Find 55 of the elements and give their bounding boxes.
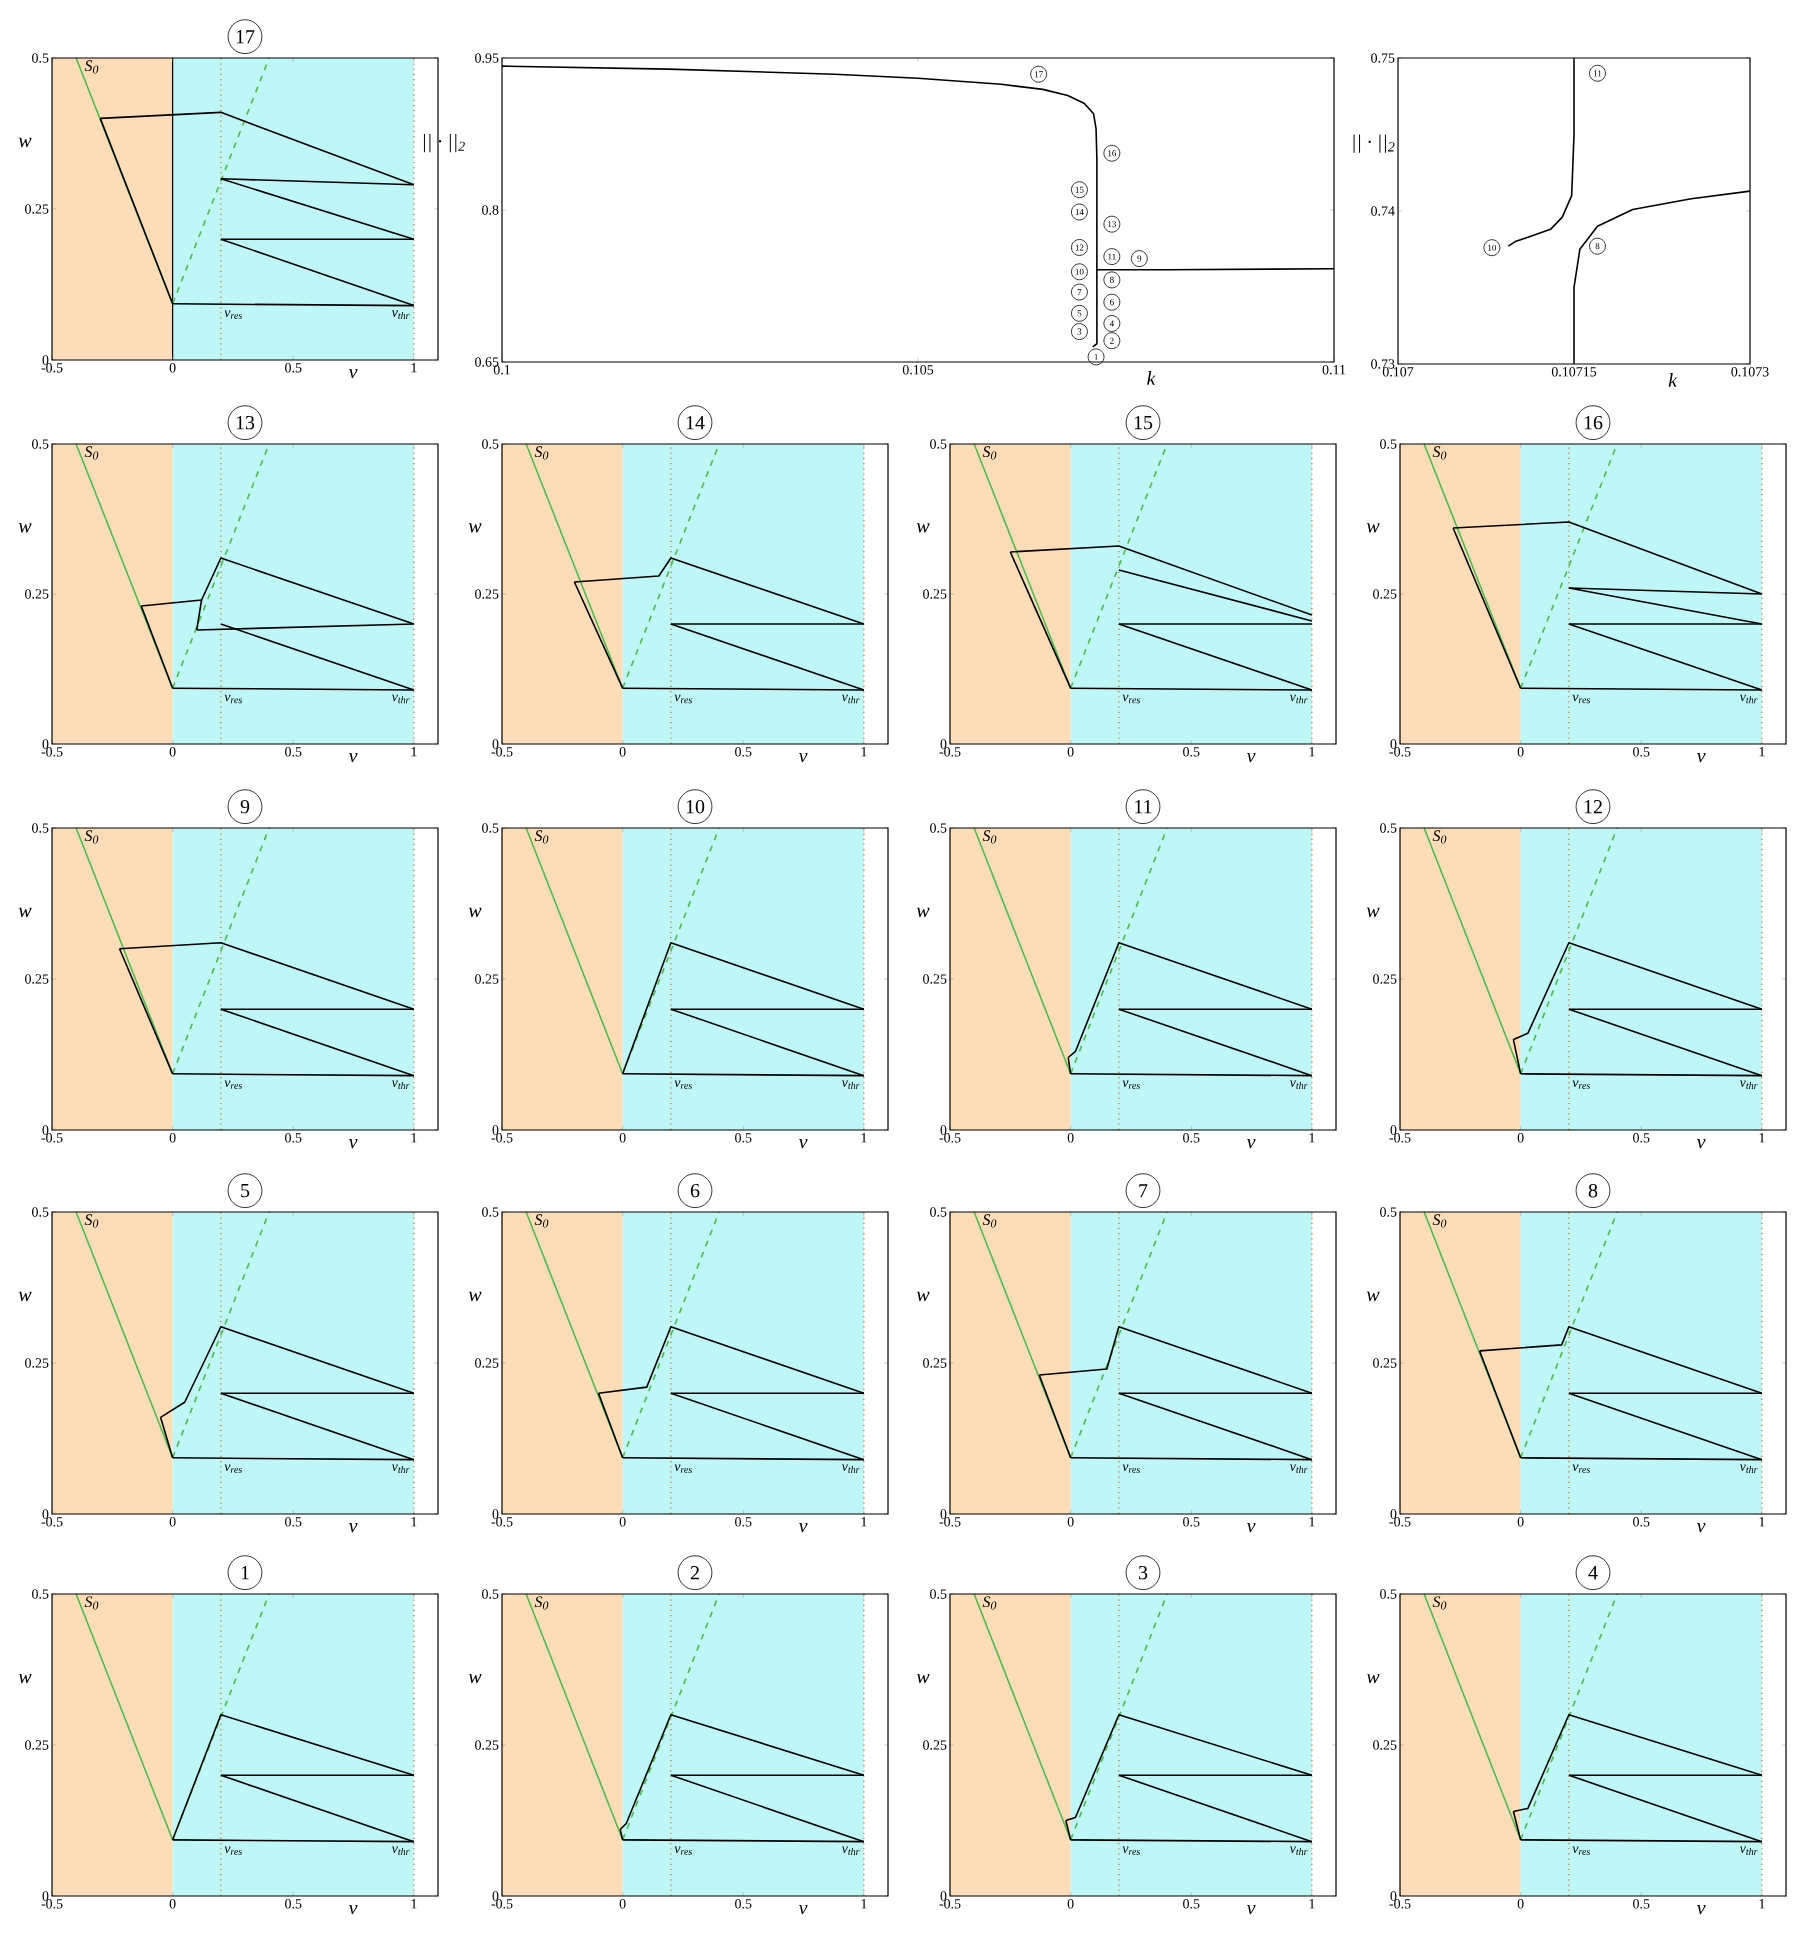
y-axis-title: w bbox=[468, 907, 482, 918]
x-axis-title: k bbox=[1147, 370, 1156, 385]
y-axis-title: w bbox=[916, 907, 930, 918]
y-axis-title: w bbox=[916, 1673, 930, 1684]
chart-title: 16 bbox=[1584, 415, 1603, 430]
chart-title: 3 bbox=[1139, 1565, 1148, 1580]
x-axis-title: v bbox=[798, 1905, 808, 1915]
x-axis-title: v bbox=[1246, 1905, 1256, 1915]
y-axis-title: w bbox=[1366, 907, 1380, 918]
chart-title: 7 bbox=[1139, 1184, 1148, 1198]
x-axis-title: v bbox=[1696, 1523, 1706, 1533]
x-axis-title: v bbox=[1246, 1523, 1256, 1533]
x-axis-title: v bbox=[1696, 1139, 1706, 1149]
x-axis-title: v bbox=[798, 753, 808, 763]
x-axis-title: v bbox=[1696, 753, 1706, 763]
chart-title: 12 bbox=[1584, 800, 1602, 814]
y-axis-title: w bbox=[468, 523, 482, 533]
x-axis-title: v bbox=[348, 1523, 358, 1533]
chart-title: 9 bbox=[240, 799, 250, 814]
y-axis-title: w bbox=[18, 907, 32, 918]
chart-title: 13 bbox=[236, 415, 255, 430]
x-axis-title: v bbox=[798, 1523, 808, 1533]
chart-title: 15 bbox=[1134, 415, 1153, 430]
x-axis-title: v bbox=[1246, 1139, 1256, 1149]
chart-title: 8 bbox=[1588, 1183, 1598, 1198]
y-axis-title: w bbox=[1366, 1291, 1380, 1302]
chart-title: 10 bbox=[686, 799, 705, 814]
y-axis-title: w bbox=[468, 1291, 482, 1302]
y-axis-title: || · ||$_{2}$ bbox=[1353, 134, 1395, 153]
y-axis-title: w bbox=[916, 523, 930, 533]
x-axis-title: v bbox=[1246, 753, 1256, 763]
y-axis-title: w bbox=[18, 1673, 32, 1684]
chart-title: 6 bbox=[690, 1183, 700, 1198]
x-axis-title: v bbox=[1696, 1905, 1706, 1915]
x-axis-title: v bbox=[348, 1905, 358, 1915]
y-axis-title: || · ||$_{2}$ bbox=[423, 134, 465, 153]
x-axis-title: v bbox=[348, 1139, 358, 1149]
x-axis-title: v bbox=[348, 369, 358, 379]
chart-title: 4 bbox=[1588, 1566, 1598, 1580]
chart-title: 1 bbox=[241, 1566, 249, 1580]
chart-title: 11 bbox=[1135, 800, 1152, 814]
chart-title: 2 bbox=[690, 1566, 699, 1580]
x-axis-title: v bbox=[798, 1139, 808, 1149]
chart-title: 14 bbox=[686, 416, 705, 430]
chart-title: 5 bbox=[241, 1184, 250, 1198]
y-axis-title: w bbox=[468, 1673, 482, 1684]
y-axis-title: w bbox=[18, 523, 32, 533]
y-axis-title: w bbox=[18, 137, 32, 148]
y-axis-title: w bbox=[18, 1291, 32, 1302]
x-axis-title: v bbox=[348, 753, 358, 763]
y-axis-title: w bbox=[916, 1291, 930, 1302]
x-axis-title: k bbox=[1668, 372, 1678, 387]
y-axis-title: w bbox=[1366, 523, 1380, 533]
y-axis-title: w bbox=[1366, 1673, 1380, 1684]
chart-title: 17 bbox=[236, 30, 255, 44]
